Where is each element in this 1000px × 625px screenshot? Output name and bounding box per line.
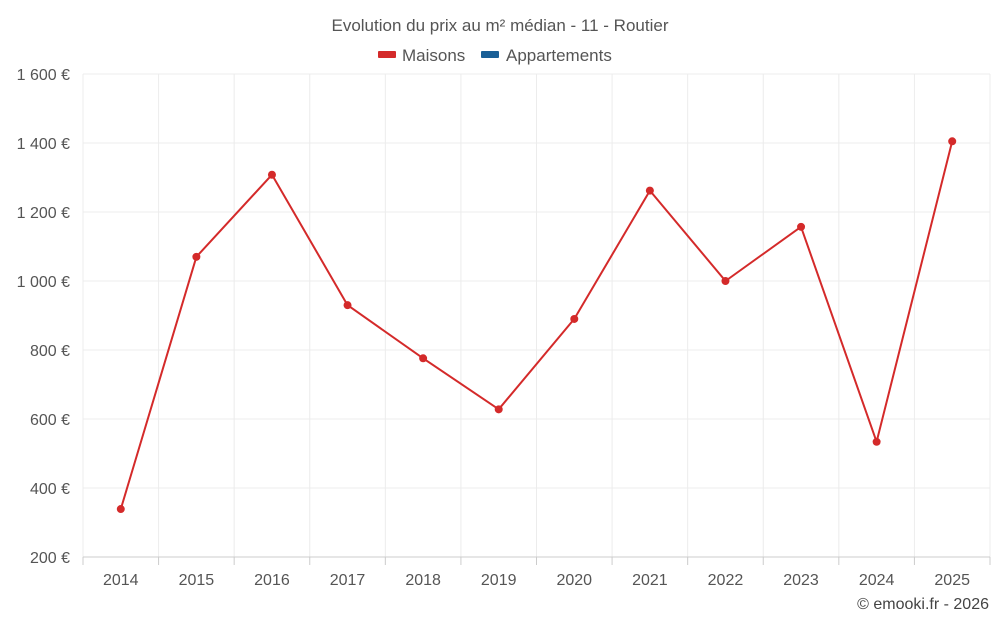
y-tick-label: 1 400 € — [17, 136, 70, 153]
x-tick-label: 2014 — [103, 572, 139, 589]
x-tick-label: 2018 — [405, 572, 441, 589]
legend-label-maisons: Maisons — [402, 46, 465, 65]
x-tick-label: 2017 — [330, 572, 366, 589]
y-tick-label: 1 600 € — [17, 67, 70, 84]
x-tick-label: 2019 — [481, 572, 517, 589]
legend-item-maisons[interactable]: Maisons — [378, 46, 465, 65]
y-tick-label: 400 € — [30, 481, 70, 498]
x-tick-label: 2015 — [179, 572, 215, 589]
series-line-maisons — [119, 141, 954, 510]
data-point[interactable] — [721, 277, 730, 285]
legend-label-appartements: Appartements — [506, 46, 612, 65]
y-tick-label: 1 000 € — [17, 274, 70, 291]
data-point[interactable] — [797, 222, 806, 231]
data-point[interactable] — [645, 186, 654, 195]
y-axis: 200 € 400 € 600 € 800 € 1 000 € 1 200 € 1 400 … — [17, 67, 70, 567]
x-axis: 2014 2015 2016 2017 2018 2019 2020 2021 2022 2023… — [82, 556, 991, 589]
data-point[interactable] — [948, 137, 957, 146]
credit-text: © emooki.fr - 2026 — [857, 596, 989, 613]
y-tick-label: 800 € — [30, 343, 70, 360]
x-tick-label: 2023 — [783, 572, 819, 589]
data-point[interactable] — [343, 301, 352, 310]
data-point[interactable] — [116, 505, 125, 514]
data-point[interactable] — [570, 314, 579, 323]
x-tick-label: 2021 — [632, 572, 668, 589]
data-point[interactable] — [494, 405, 503, 414]
data-point[interactable] — [872, 437, 881, 446]
y-tick-label: 600 € — [30, 412, 70, 429]
x-tick-label: 2022 — [708, 572, 744, 589]
legend-item-appartements[interactable]: Appartements — [481, 46, 612, 65]
y-tick-label: 1 200 € — [17, 205, 70, 222]
data-point[interactable] — [267, 170, 276, 179]
x-tick-label: 2024 — [859, 572, 895, 589]
x-tick-label: 2020 — [556, 572, 592, 589]
x-tick-label: 2025 — [934, 572, 970, 589]
legend: Maisons Appartements — [378, 46, 612, 65]
legend-swatch-maisons — [378, 51, 396, 58]
series-maisons — [116, 137, 957, 514]
legend-swatch-appartements — [481, 51, 499, 58]
data-point[interactable] — [419, 354, 428, 363]
y-tick-label: 200 € — [30, 550, 70, 567]
data-point[interactable] — [192, 252, 201, 261]
x-tick-label: 2016 — [254, 572, 290, 589]
chart-title: Evolution du prix au m² médian - 11 - Ro… — [331, 16, 668, 35]
grid — [82, 73, 991, 557]
